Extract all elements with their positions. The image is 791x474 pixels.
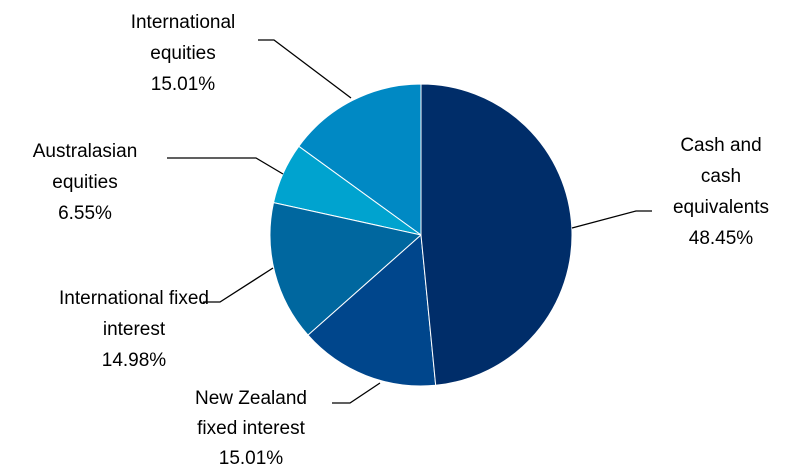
value-label: 15.01%	[150, 74, 216, 95]
leader-line	[258, 39, 352, 99]
category-label: New Zealand fixed interest	[195, 388, 307, 439]
slice-label: International equities 15.01%	[108, 7, 258, 100]
category-label: International equities	[130, 12, 236, 64]
pie-slice	[420, 83, 573, 386]
pie-slice	[298, 83, 422, 236]
leader-lines	[167, 39, 652, 404]
category-label: International fixed interest	[59, 288, 209, 340]
slice-label: International fixed interest 14.98%	[59, 283, 209, 376]
leader-line	[571, 210, 652, 229]
value-label: 15.01%	[218, 448, 284, 469]
slice-label: Australasian equities 6.55%	[10, 136, 160, 229]
slice-label: New Zealand fixed interest 15.01%	[181, 384, 321, 474]
category-label: Cash and cash equivalents	[672, 135, 770, 218]
value-label: 14.98%	[101, 350, 167, 371]
pie-slice	[307, 233, 437, 387]
value-label: 6.55%	[58, 203, 112, 224]
value-label: 48.45%	[688, 228, 754, 249]
leader-line	[203, 267, 274, 303]
pie-slice	[269, 202, 423, 336]
category-label: Australasian equities	[32, 141, 138, 193]
leader-line	[332, 382, 381, 404]
slice-label: Cash and cash equivalents 48.45%	[661, 130, 781, 254]
leader-line	[167, 157, 284, 175]
